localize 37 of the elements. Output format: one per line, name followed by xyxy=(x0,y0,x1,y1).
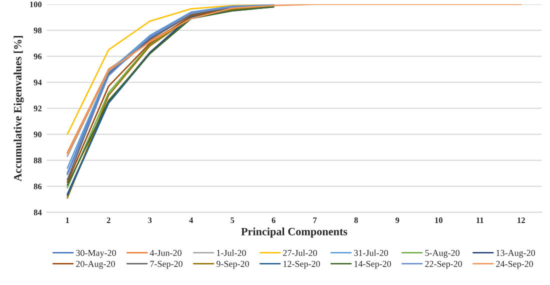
legend-label: 22-Sep-20 xyxy=(425,260,462,269)
y-tick-label: 90 xyxy=(34,132,42,138)
y-tick-label: 98 xyxy=(34,28,42,34)
y-tick-label: 84 xyxy=(34,210,42,216)
legend-label: 7-Sep-20 xyxy=(150,260,182,269)
x-tick-label: 7 xyxy=(313,218,317,223)
legend-label: 31-Jul-20 xyxy=(354,250,388,256)
y-tick-label: 96 xyxy=(34,54,42,60)
x-tick-label: 5 xyxy=(230,218,234,224)
legend-label: 14-Sep-20 xyxy=(354,260,391,269)
x-tick-label: 8 xyxy=(354,217,358,224)
legend-label: 20-Aug-20 xyxy=(76,260,115,269)
x-tick-label: 6 xyxy=(272,217,276,224)
x-tick-label: 11 xyxy=(476,217,484,223)
y-tick-label: 94 xyxy=(34,80,42,86)
legend-label: 4-Jun-20 xyxy=(150,250,182,256)
legend-label: 9-Sep-20 xyxy=(216,260,249,269)
x-axis-title: Principal Components xyxy=(241,228,348,238)
legend-label: 12-Sep-20 xyxy=(284,260,320,269)
x-tick-label: 12 xyxy=(518,217,525,223)
y-tick-label: 92 xyxy=(34,106,42,112)
y-tick-label: 86 xyxy=(34,184,42,190)
legend-label: 30-May-20 xyxy=(76,250,116,258)
y-tick-label: 88 xyxy=(34,158,42,164)
y-axis-title: Accumulative Eigenvalues [%] xyxy=(14,36,24,182)
x-tick-label: 1 xyxy=(66,217,70,223)
x-tick-label: 2 xyxy=(106,217,110,223)
x-tick-label: 3 xyxy=(148,217,152,224)
legend-label: 24-Sep-20 xyxy=(496,260,534,269)
legend-label: 13-Aug-20 xyxy=(496,250,536,258)
legend-label: 1-Jul-20 xyxy=(217,250,246,256)
x-tick-label: 10 xyxy=(435,217,442,224)
x-tick-label: 9 xyxy=(396,217,400,224)
legend-label: 5-Aug-20 xyxy=(425,250,460,258)
y-tick-label: 100 xyxy=(30,2,42,8)
legend-label: 27-Jul-20 xyxy=(283,250,317,256)
x-tick-label: 4 xyxy=(189,217,194,223)
